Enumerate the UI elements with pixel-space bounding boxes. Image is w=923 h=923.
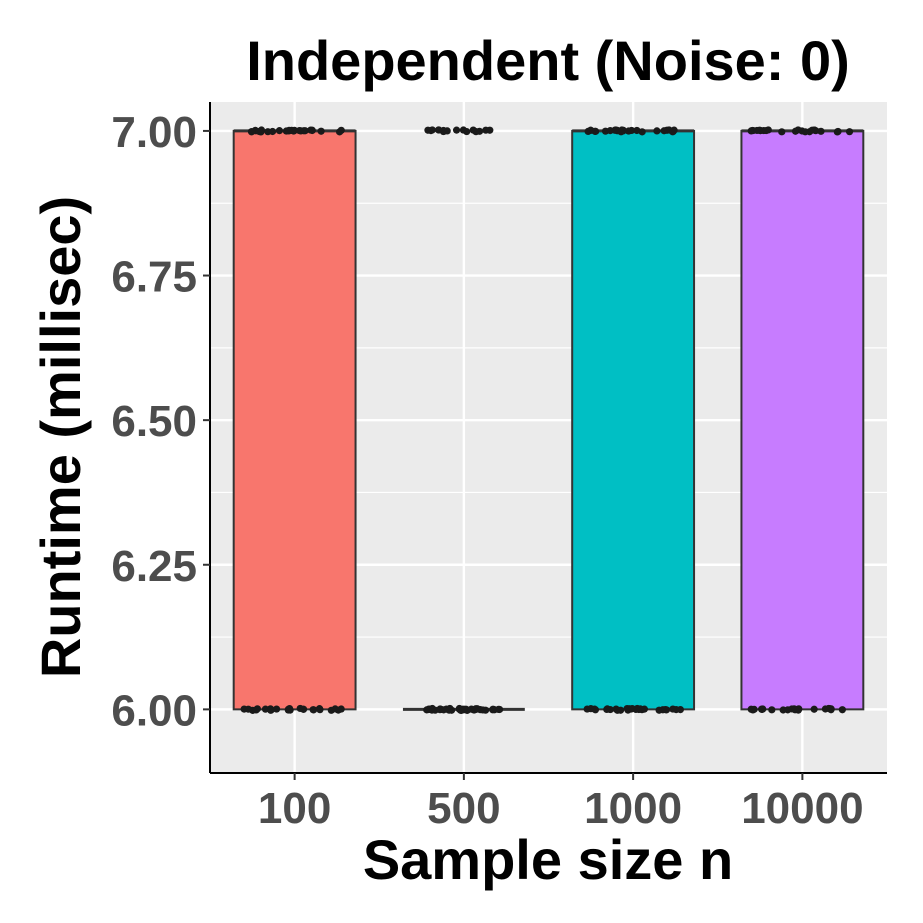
data-point bbox=[638, 706, 646, 714]
x-axis-label: Sample size n bbox=[363, 828, 733, 891]
data-point bbox=[669, 705, 677, 713]
data-point bbox=[445, 706, 453, 714]
data-point bbox=[834, 127, 842, 136]
data-point bbox=[317, 127, 325, 135]
data-point bbox=[660, 127, 668, 135]
data-point bbox=[267, 706, 275, 714]
data-points bbox=[240, 126, 854, 714]
data-point bbox=[240, 705, 248, 713]
data-point bbox=[625, 127, 633, 135]
data-point bbox=[603, 705, 611, 714]
data-point bbox=[427, 127, 435, 135]
data-point bbox=[434, 126, 443, 134]
data-point bbox=[494, 705, 503, 713]
data-point bbox=[286, 706, 294, 714]
data-point bbox=[758, 705, 766, 713]
data-point bbox=[467, 705, 475, 713]
data-point bbox=[310, 706, 318, 714]
data-point bbox=[749, 706, 757, 714]
data-point bbox=[838, 706, 846, 714]
data-point bbox=[301, 127, 309, 135]
data-point bbox=[755, 126, 764, 134]
data-point bbox=[337, 126, 345, 134]
box-10000 bbox=[740, 129, 865, 711]
data-point bbox=[252, 706, 260, 714]
data-point bbox=[583, 705, 591, 713]
y-tick-label: 7.00 bbox=[111, 108, 197, 157]
data-point bbox=[825, 704, 834, 713]
data-point bbox=[845, 128, 854, 136]
data-point bbox=[316, 706, 324, 714]
y-axis-label: Runtime (millisec) bbox=[29, 196, 92, 678]
data-point bbox=[272, 705, 281, 713]
data-point bbox=[247, 128, 256, 136]
data-point bbox=[452, 126, 461, 134]
box-100 bbox=[232, 129, 357, 711]
data-point bbox=[482, 126, 490, 134]
data-point bbox=[817, 127, 825, 135]
data-point bbox=[617, 128, 625, 136]
y-tick-label: 6.25 bbox=[111, 542, 197, 591]
data-point bbox=[255, 127, 263, 136]
x-tick-label: 1000 bbox=[584, 784, 682, 833]
data-point bbox=[440, 706, 448, 714]
data-point bbox=[613, 706, 622, 714]
data-point bbox=[473, 705, 481, 713]
data-point bbox=[676, 705, 684, 714]
data-point bbox=[791, 706, 799, 714]
data-point bbox=[264, 128, 272, 136]
data-point bbox=[469, 126, 477, 134]
data-point bbox=[661, 705, 669, 714]
data-point bbox=[459, 126, 468, 134]
data-point bbox=[299, 705, 308, 713]
data-point bbox=[275, 127, 284, 135]
x-tick-label: 100 bbox=[258, 784, 331, 833]
data-point bbox=[295, 126, 304, 135]
data-point bbox=[762, 126, 770, 135]
y-ticks: 6.00 6.25 6.50 6.75 7.00 bbox=[111, 108, 210, 735]
data-point bbox=[592, 127, 600, 135]
data-point bbox=[768, 706, 776, 714]
data-point bbox=[655, 706, 663, 714]
boxes bbox=[232, 129, 865, 711]
data-point bbox=[308, 126, 316, 135]
y-tick-label: 6.75 bbox=[111, 253, 197, 302]
data-point bbox=[810, 705, 818, 713]
data-point bbox=[457, 706, 465, 714]
data-point bbox=[425, 705, 433, 713]
x-ticks: 100 500 1000 10000 bbox=[258, 773, 864, 833]
data-point bbox=[638, 128, 646, 136]
chart-title: Independent (Noise: 0) bbox=[246, 29, 850, 92]
box-1000 bbox=[571, 129, 696, 711]
data-point bbox=[288, 126, 296, 134]
data-point bbox=[669, 128, 677, 136]
y-tick-label: 6.50 bbox=[111, 397, 197, 446]
data-point bbox=[791, 127, 800, 135]
data-point bbox=[778, 128, 786, 136]
data-point bbox=[628, 704, 636, 713]
x-tick-label: 500 bbox=[427, 784, 500, 833]
data-point bbox=[801, 128, 809, 136]
data-point bbox=[653, 127, 661, 135]
data-point bbox=[611, 126, 619, 134]
data-point bbox=[479, 706, 487, 714]
data-point bbox=[331, 705, 339, 713]
data-point bbox=[489, 706, 497, 714]
data-point bbox=[808, 126, 816, 134]
y-tick-label: 6.00 bbox=[111, 686, 197, 735]
x-tick-label: 10000 bbox=[741, 784, 863, 833]
